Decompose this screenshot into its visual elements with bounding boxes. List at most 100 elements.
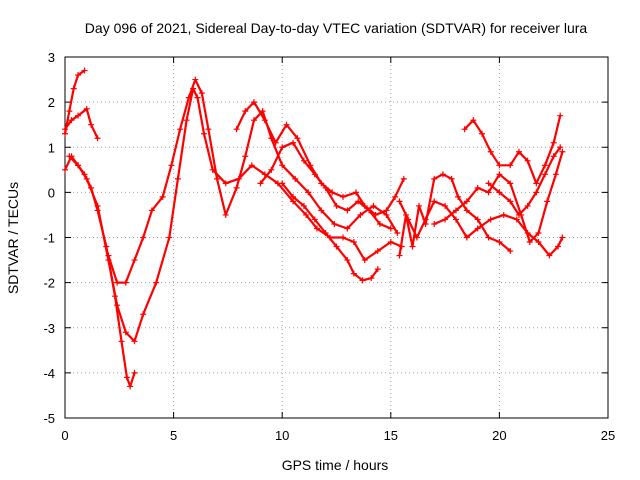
data-point (515, 148, 522, 155)
data-point (413, 234, 420, 241)
data-point (500, 211, 507, 218)
data-point (557, 144, 564, 151)
data-point (290, 193, 297, 200)
data-point (94, 202, 101, 209)
series-track-10 (396, 198, 566, 259)
data-point (66, 153, 73, 160)
data-point (192, 76, 199, 83)
data-point (114, 302, 121, 309)
data-point (222, 180, 229, 187)
data-point (283, 121, 290, 128)
data-point (359, 277, 366, 284)
data-point (366, 207, 373, 214)
data-point (396, 252, 403, 259)
y-tick-label: -1 (43, 231, 55, 246)
data-point (526, 239, 533, 246)
grid (65, 57, 608, 418)
data-point (311, 171, 318, 178)
data-point (552, 171, 559, 178)
data-point (123, 374, 130, 381)
data-point (394, 229, 401, 236)
data-point (487, 216, 494, 223)
data-point (405, 216, 412, 223)
data-point (448, 175, 455, 182)
data-point (131, 338, 138, 345)
x-tick-label: 20 (492, 428, 506, 443)
data-point (533, 180, 540, 187)
y-tick-label: 0 (48, 185, 55, 200)
series-track-6 (233, 99, 407, 218)
data-point (333, 202, 340, 209)
series-line (433, 150, 564, 244)
data-point (311, 216, 318, 223)
y-tick-label: 3 (48, 50, 55, 65)
data-point (68, 117, 75, 124)
series-line (107, 78, 399, 284)
data-point (542, 171, 549, 178)
data-point (233, 184, 240, 191)
data-point (268, 166, 275, 173)
data-point (122, 279, 129, 286)
series-track-13 (485, 144, 564, 218)
data-point (201, 130, 208, 137)
data-point (546, 252, 553, 259)
data-point (114, 279, 121, 286)
x-tick-label: 5 (170, 428, 177, 443)
data-point (279, 162, 286, 169)
data-point (140, 234, 147, 241)
series-line (463, 114, 562, 185)
y-tick-label: 1 (48, 140, 55, 155)
data-point (340, 234, 347, 241)
series-track-5 (105, 76, 401, 286)
data-point (374, 248, 381, 255)
series-track-3 (62, 153, 138, 390)
y-tick-label: -4 (43, 366, 55, 381)
data-point (542, 162, 549, 169)
data-point (261, 117, 268, 124)
data-point (329, 189, 336, 196)
data-point (122, 329, 129, 336)
series-line (235, 101, 405, 216)
data-point (62, 166, 68, 173)
data-point (344, 225, 351, 232)
data-point (344, 257, 351, 264)
data-point (474, 216, 481, 223)
data-point (463, 234, 470, 241)
data-point (168, 162, 175, 169)
data-point (533, 189, 540, 196)
data-point (83, 105, 90, 112)
data-point (544, 198, 551, 205)
data-point (463, 198, 470, 205)
y-tick-label: -3 (43, 321, 55, 336)
data-point (442, 216, 449, 223)
data-point (479, 130, 486, 137)
data-point (496, 239, 503, 246)
data-point (485, 234, 492, 241)
data-point (557, 112, 564, 119)
data-point (387, 239, 394, 246)
data-point (331, 220, 338, 227)
data-point (292, 175, 299, 182)
data-point (368, 275, 375, 282)
data-point (318, 207, 325, 214)
data-point (322, 229, 329, 236)
data-point (559, 234, 566, 241)
data-point (507, 180, 514, 187)
data-point (105, 252, 112, 259)
data-point (355, 198, 362, 205)
data-point (555, 243, 562, 250)
data-point (313, 225, 320, 232)
data-point (62, 126, 68, 133)
data-point (183, 117, 190, 124)
series-layer (62, 67, 566, 390)
data-point (350, 239, 357, 246)
data-point (300, 157, 307, 164)
data-point (140, 311, 147, 318)
data-point (376, 220, 383, 227)
data-point (535, 229, 542, 236)
data-point (353, 189, 360, 196)
data-point (294, 135, 301, 142)
data-point (507, 162, 514, 169)
data-point (305, 189, 312, 196)
